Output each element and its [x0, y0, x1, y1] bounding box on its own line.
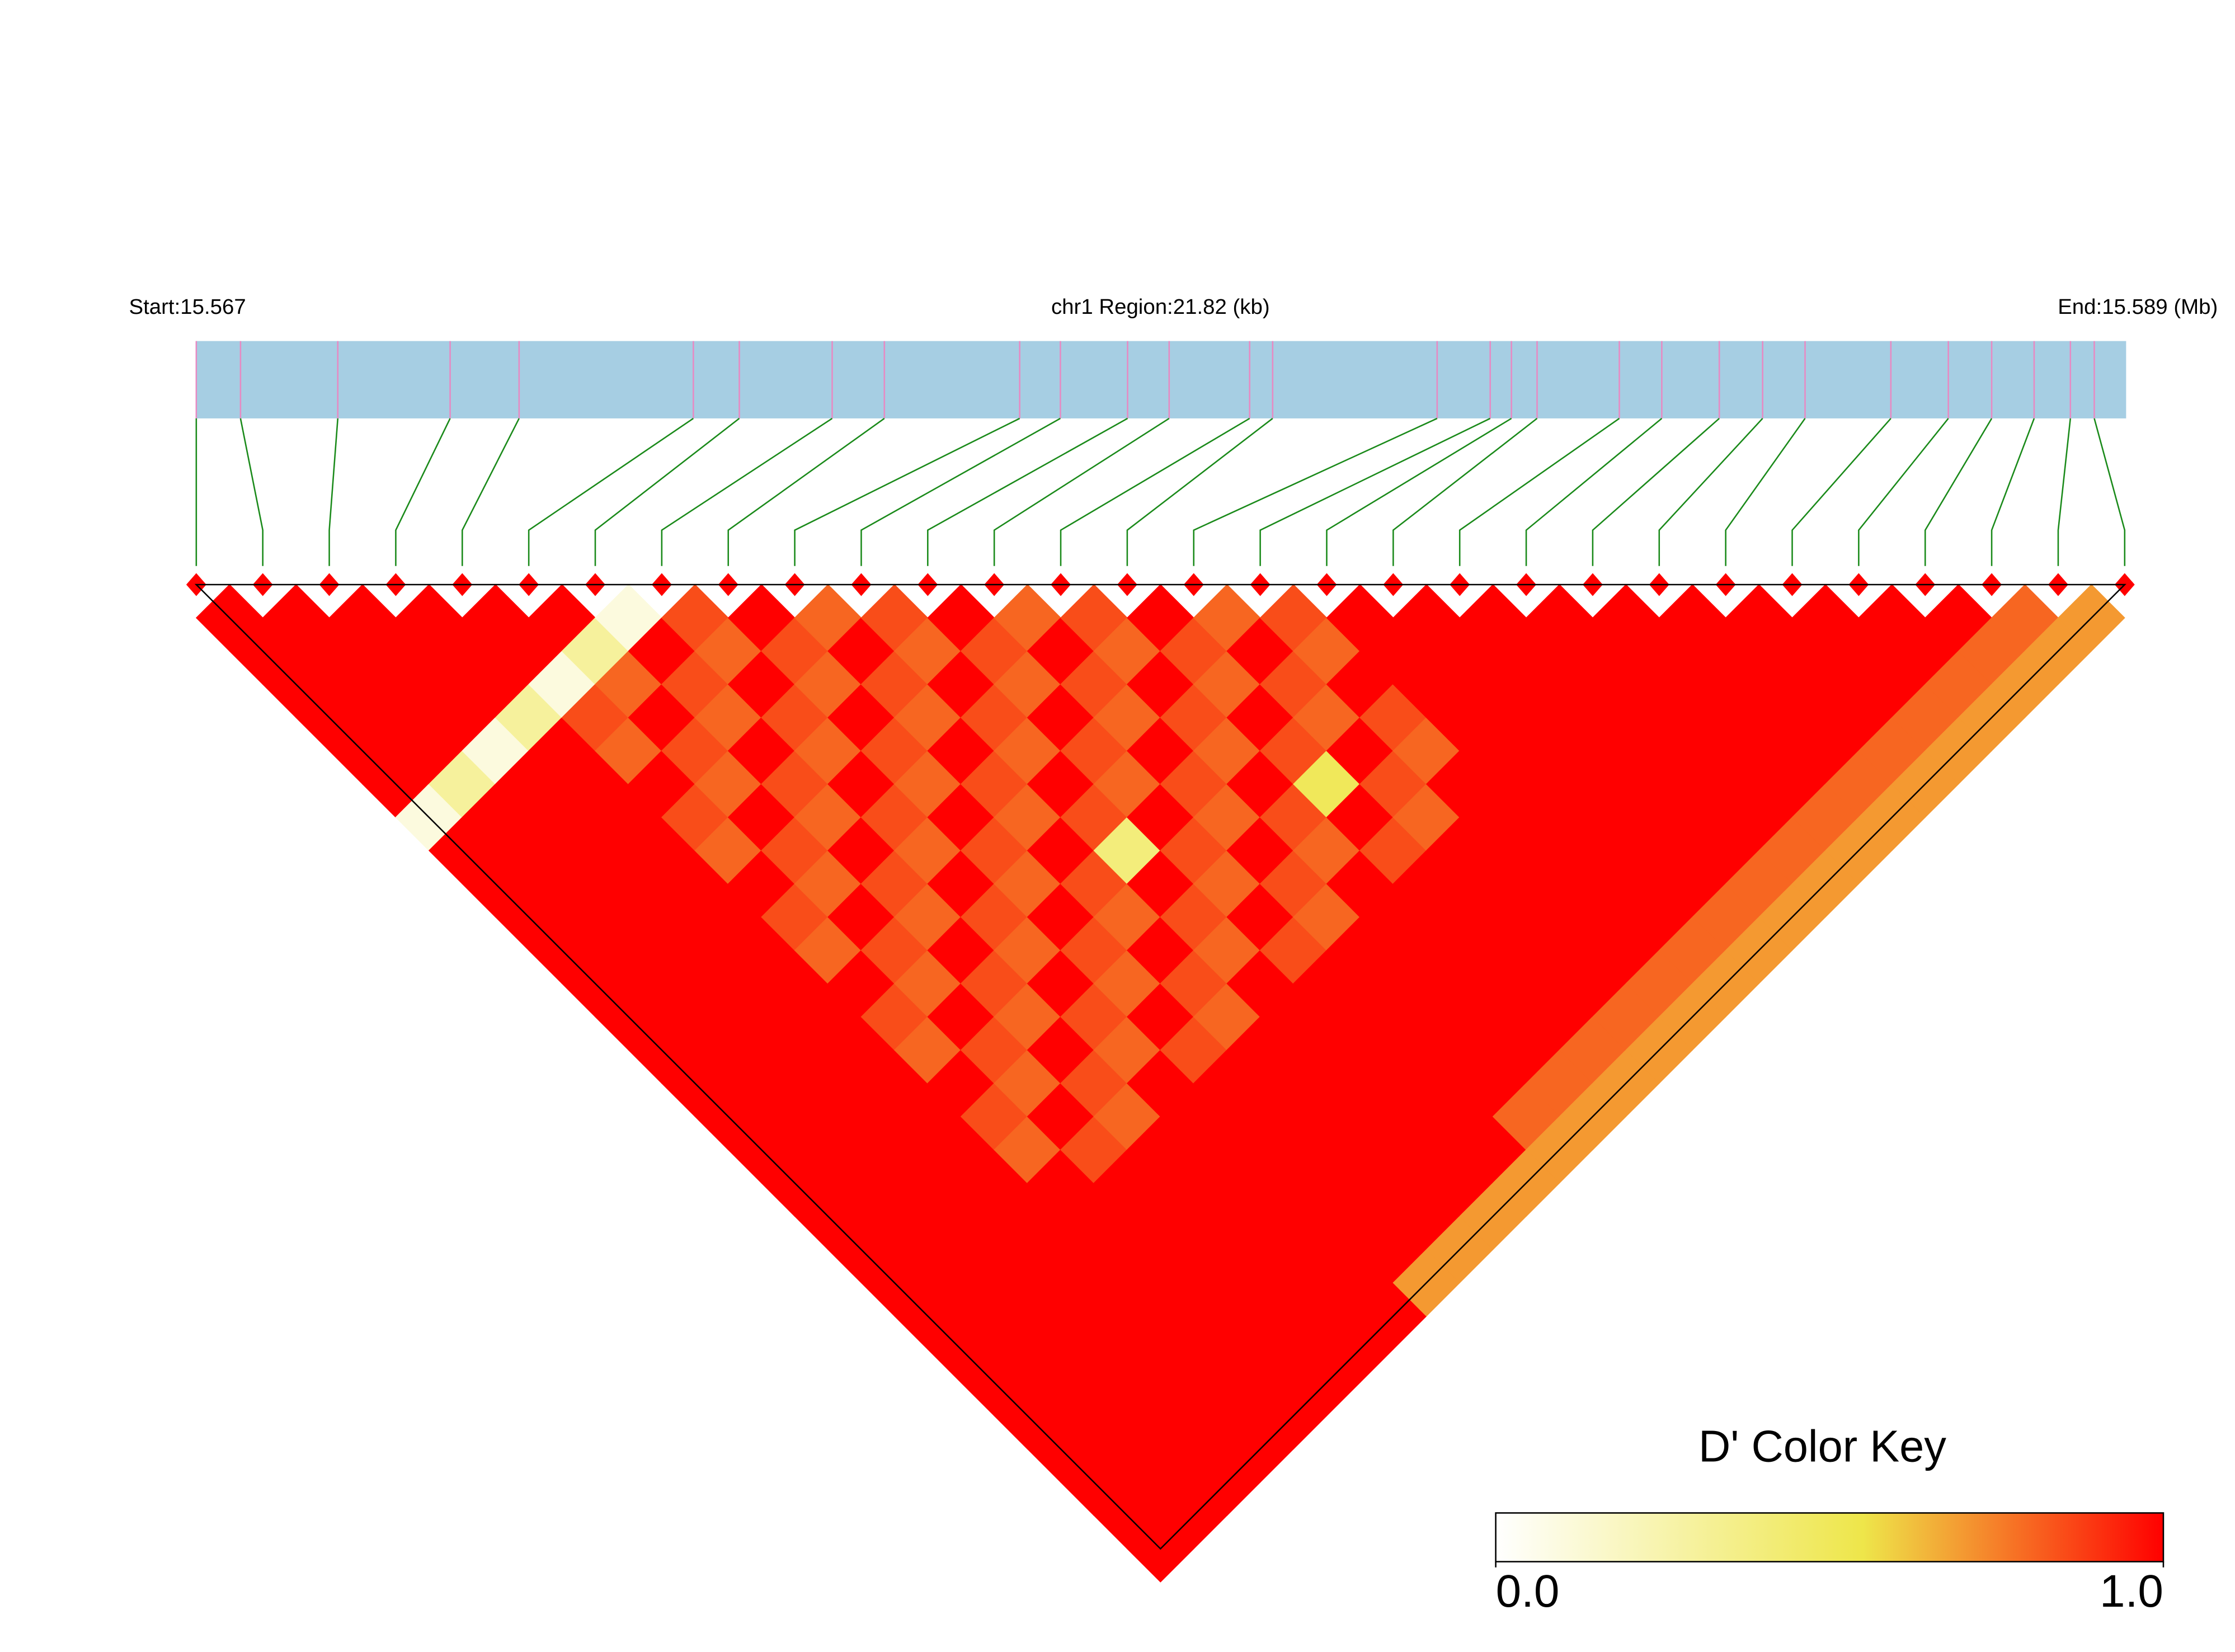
snp-connector [1126, 417, 1273, 566]
snp-connector [661, 417, 833, 566]
snp-connector [727, 417, 885, 566]
end-label: End:15.589 (Mb) [2058, 295, 2218, 319]
snp-connector [1060, 417, 1250, 566]
snp-connector [1392, 417, 1538, 566]
plot: 0.0 1.0 [186, 341, 2165, 1617]
snp-connector [1725, 418, 1806, 566]
snp-connector [1658, 418, 1763, 566]
snp-connector [594, 417, 740, 566]
legend-tick-label: 0.0 [1496, 1566, 1560, 1617]
snp-connector [1791, 418, 1891, 566]
snp-connector [1458, 417, 1620, 566]
snp-connector [1193, 417, 1438, 566]
snp-connector [993, 417, 1170, 566]
snp-connector [794, 417, 1020, 566]
snp-connector [1991, 418, 2035, 566]
snp-connector [1259, 417, 1491, 566]
snp-connector [1326, 417, 1512, 566]
snp-connector [927, 417, 1128, 566]
snp-connector [1525, 417, 1663, 566]
snp-connector [528, 417, 694, 566]
snp-connector [328, 418, 339, 566]
triangle-outline [194, 583, 2126, 1550]
snp-connector [2093, 418, 2126, 566]
snp-connector [1592, 417, 1720, 566]
snp-connector [462, 418, 520, 566]
region-bar [196, 341, 2126, 418]
legend-tick-label: 1.0 [2100, 1566, 2163, 1617]
snp-connector [2057, 418, 2072, 566]
snp-connector [860, 417, 1061, 566]
region-label: chr1 Region:21.82 (kb) [1051, 295, 1270, 319]
snp-connector [395, 418, 451, 566]
snp-connector [1858, 418, 1949, 566]
snp-connector [239, 418, 264, 566]
color-key [1495, 1512, 2165, 1562]
snp-connector [1924, 418, 1993, 566]
legend-title: D' Color Key [1698, 1422, 1946, 1471]
start-label: Start:15.567 [129, 295, 246, 319]
